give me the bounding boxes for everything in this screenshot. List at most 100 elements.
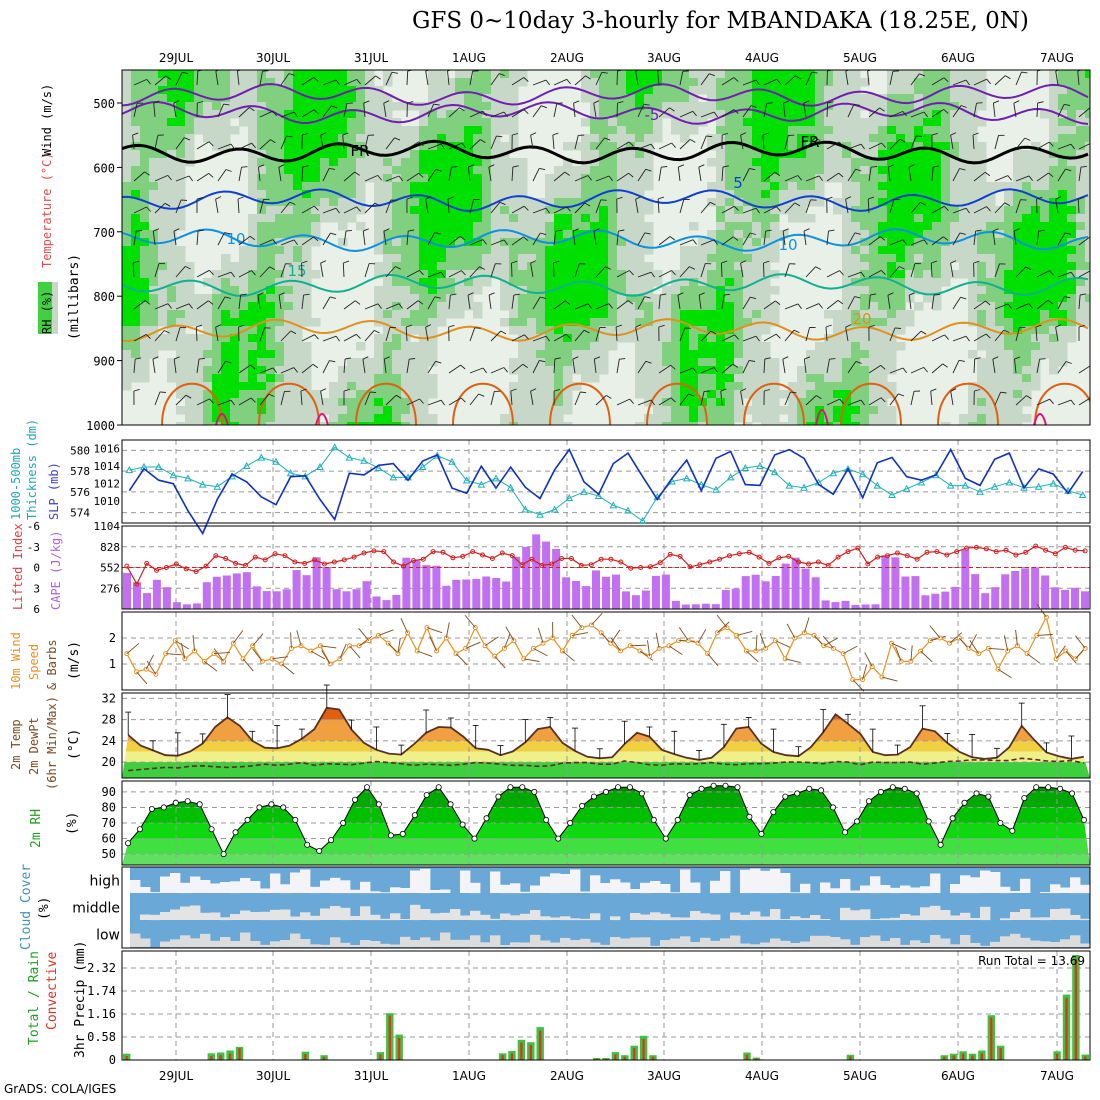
rh-cell <box>167 366 177 375</box>
rh-cell <box>671 302 681 311</box>
wind-barb <box>669 236 676 241</box>
rh-cell <box>896 86 906 95</box>
rh-cell <box>509 382 519 391</box>
rh-cell <box>1022 198 1032 207</box>
rh-cell <box>275 310 285 319</box>
rh-cell <box>275 366 285 375</box>
wind-barb <box>238 295 242 310</box>
rh-cell <box>482 198 492 207</box>
rh-cell <box>275 70 285 79</box>
rh-cell <box>617 286 627 295</box>
wind-barb <box>1080 165 1087 168</box>
rh-cell <box>302 174 312 183</box>
thickness-marker <box>492 474 500 482</box>
rh-cell <box>968 294 978 303</box>
rh-cell <box>716 246 726 255</box>
rh-cell <box>248 302 258 311</box>
wind-barb <box>692 111 697 117</box>
rh-cell <box>194 390 204 399</box>
rh-cell <box>149 350 159 359</box>
rh-cell <box>140 302 150 311</box>
rh-cell <box>311 318 321 327</box>
wind-barb <box>1078 107 1090 118</box>
rh-cell <box>347 422 357 425</box>
rh-cell <box>1022 150 1032 159</box>
rh-cell <box>374 214 384 223</box>
rh-cell <box>1013 190 1023 199</box>
rh-cell <box>374 270 384 279</box>
cape-bar <box>143 593 151 609</box>
rh-cell <box>1040 150 1050 159</box>
rh-cell <box>437 302 447 311</box>
wind-barb <box>230 399 235 406</box>
thickness-marker <box>697 480 706 488</box>
rh-cell <box>698 350 708 359</box>
wind-barb <box>1025 266 1032 271</box>
rh-cell <box>365 78 375 87</box>
wind-barb <box>763 262 765 278</box>
rh-cell <box>716 70 726 79</box>
rh-cell <box>257 270 267 279</box>
rh-cell <box>617 294 627 303</box>
rh-cell <box>311 206 321 215</box>
rh-cell <box>716 118 726 127</box>
rh-cell <box>212 126 222 135</box>
rh-cell <box>653 110 663 119</box>
wind-barb <box>899 266 905 270</box>
rh-cell <box>509 198 519 207</box>
rh-cell <box>1067 254 1077 263</box>
wind-barb <box>511 262 513 278</box>
rh-cell <box>590 182 600 191</box>
wind-barb <box>154 202 166 214</box>
rh-cell <box>239 110 249 119</box>
wind-barb <box>301 334 315 342</box>
rh-cell <box>275 94 285 103</box>
rh-cell <box>491 70 501 79</box>
rh-cell <box>671 366 681 375</box>
rh-cell <box>239 414 249 423</box>
rh-cell <box>851 262 861 271</box>
rh-cell <box>383 126 393 135</box>
rh-cell <box>689 342 699 351</box>
rh-cell <box>248 222 258 231</box>
rh-cell <box>590 126 600 135</box>
rh-cell <box>221 294 231 303</box>
rh-cell <box>563 422 573 425</box>
wind-barb <box>1038 229 1045 232</box>
wind-barb <box>608 303 613 309</box>
wind-barb <box>197 101 204 104</box>
rh-cell <box>338 414 348 423</box>
wind-barb <box>671 270 676 276</box>
rh-cell <box>599 222 609 231</box>
rh-cell <box>851 302 861 311</box>
rh-cell <box>851 382 861 391</box>
rh-cell <box>392 358 402 367</box>
rh-cell <box>1031 374 1041 383</box>
rh-cell <box>545 230 555 239</box>
rh-cell <box>122 70 132 79</box>
wind-barb <box>1078 397 1090 406</box>
wind-barb <box>238 364 251 374</box>
rh-cell <box>698 102 708 111</box>
wind-barb <box>720 388 727 392</box>
rh-cell <box>194 86 204 95</box>
rh-cell <box>509 302 519 311</box>
cape-bar <box>891 557 900 609</box>
rh-cell <box>950 94 960 103</box>
rh-cell <box>1031 166 1041 175</box>
rh-cell <box>284 206 294 215</box>
thickness-marker <box>917 478 926 486</box>
rh-cell <box>806 182 816 191</box>
rh-cell <box>833 326 843 335</box>
rh-cell <box>257 174 267 183</box>
rh-cell <box>707 230 717 239</box>
wind-barb <box>1048 172 1054 178</box>
rh-cell <box>842 78 852 87</box>
rh-cell <box>392 214 402 223</box>
rh-cell <box>878 222 888 231</box>
rh-cell <box>770 126 780 135</box>
wind-barb <box>1049 270 1054 276</box>
rh-cell <box>806 422 816 425</box>
rh-cell <box>293 350 303 359</box>
rh-cell <box>293 110 303 119</box>
